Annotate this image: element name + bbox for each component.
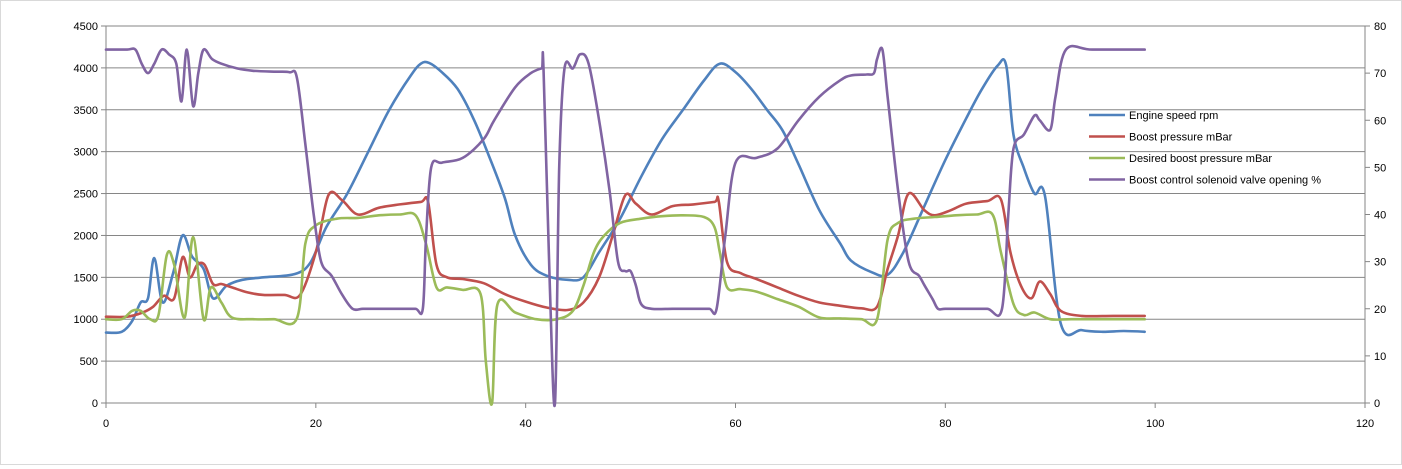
y-tick-label: 0 (92, 398, 98, 410)
y2-tick-label: 30 (1374, 257, 1386, 269)
x-tick-label: 100 (1146, 418, 1164, 430)
legend-label-3: Desired boost pressure mBar (1129, 153, 1272, 165)
x-tick-label: 60 (729, 418, 741, 430)
y-tick-label: 4000 (74, 63, 98, 75)
legend-label-2: Boost pressure mBar (1129, 132, 1233, 144)
legend-label-1: Engine speed rpm (1129, 110, 1218, 122)
legend-label-4: Boost control solenoid valve opening % (1129, 175, 1321, 187)
y2-tick-label: 20 (1374, 304, 1386, 316)
y2-tick-label: 40 (1374, 210, 1386, 222)
y-tick-label: 2500 (74, 189, 98, 201)
y2-tick-label: 50 (1374, 162, 1386, 174)
y-tick-label: 3000 (74, 147, 98, 159)
y-tick-label: 500 (80, 356, 98, 368)
y-tick-label: 4500 (74, 21, 98, 33)
x-tick-label: 0 (103, 418, 109, 430)
x-tick-label: 40 (520, 418, 532, 430)
axes: 0500100015002000250030003500400045000102… (74, 21, 1387, 430)
y-tick-label: 3500 (74, 105, 98, 117)
series-line-2 (104, 190, 1146, 319)
y-tick-label: 2000 (74, 230, 98, 242)
y2-tick-label: 60 (1374, 115, 1386, 127)
y2-tick-label: 0 (1374, 398, 1380, 410)
x-tick-label: 80 (939, 418, 951, 430)
y-tick-label: 1000 (74, 314, 98, 326)
x-tick-label: 120 (1356, 418, 1374, 430)
series-line-3 (104, 210, 1146, 406)
series-lines (104, 44, 1146, 408)
y-tick-label: 1500 (74, 272, 98, 284)
gridlines (106, 25, 1365, 362)
y2-tick-label: 10 (1374, 351, 1386, 363)
x-tick-label: 20 (310, 418, 322, 430)
legend: Engine speed rpm Boost pressure mBar Desir… (1089, 110, 1321, 187)
y2-tick-label: 80 (1374, 21, 1386, 33)
series-line-4 (104, 44, 1146, 408)
y2-tick-label: 70 (1374, 68, 1386, 80)
